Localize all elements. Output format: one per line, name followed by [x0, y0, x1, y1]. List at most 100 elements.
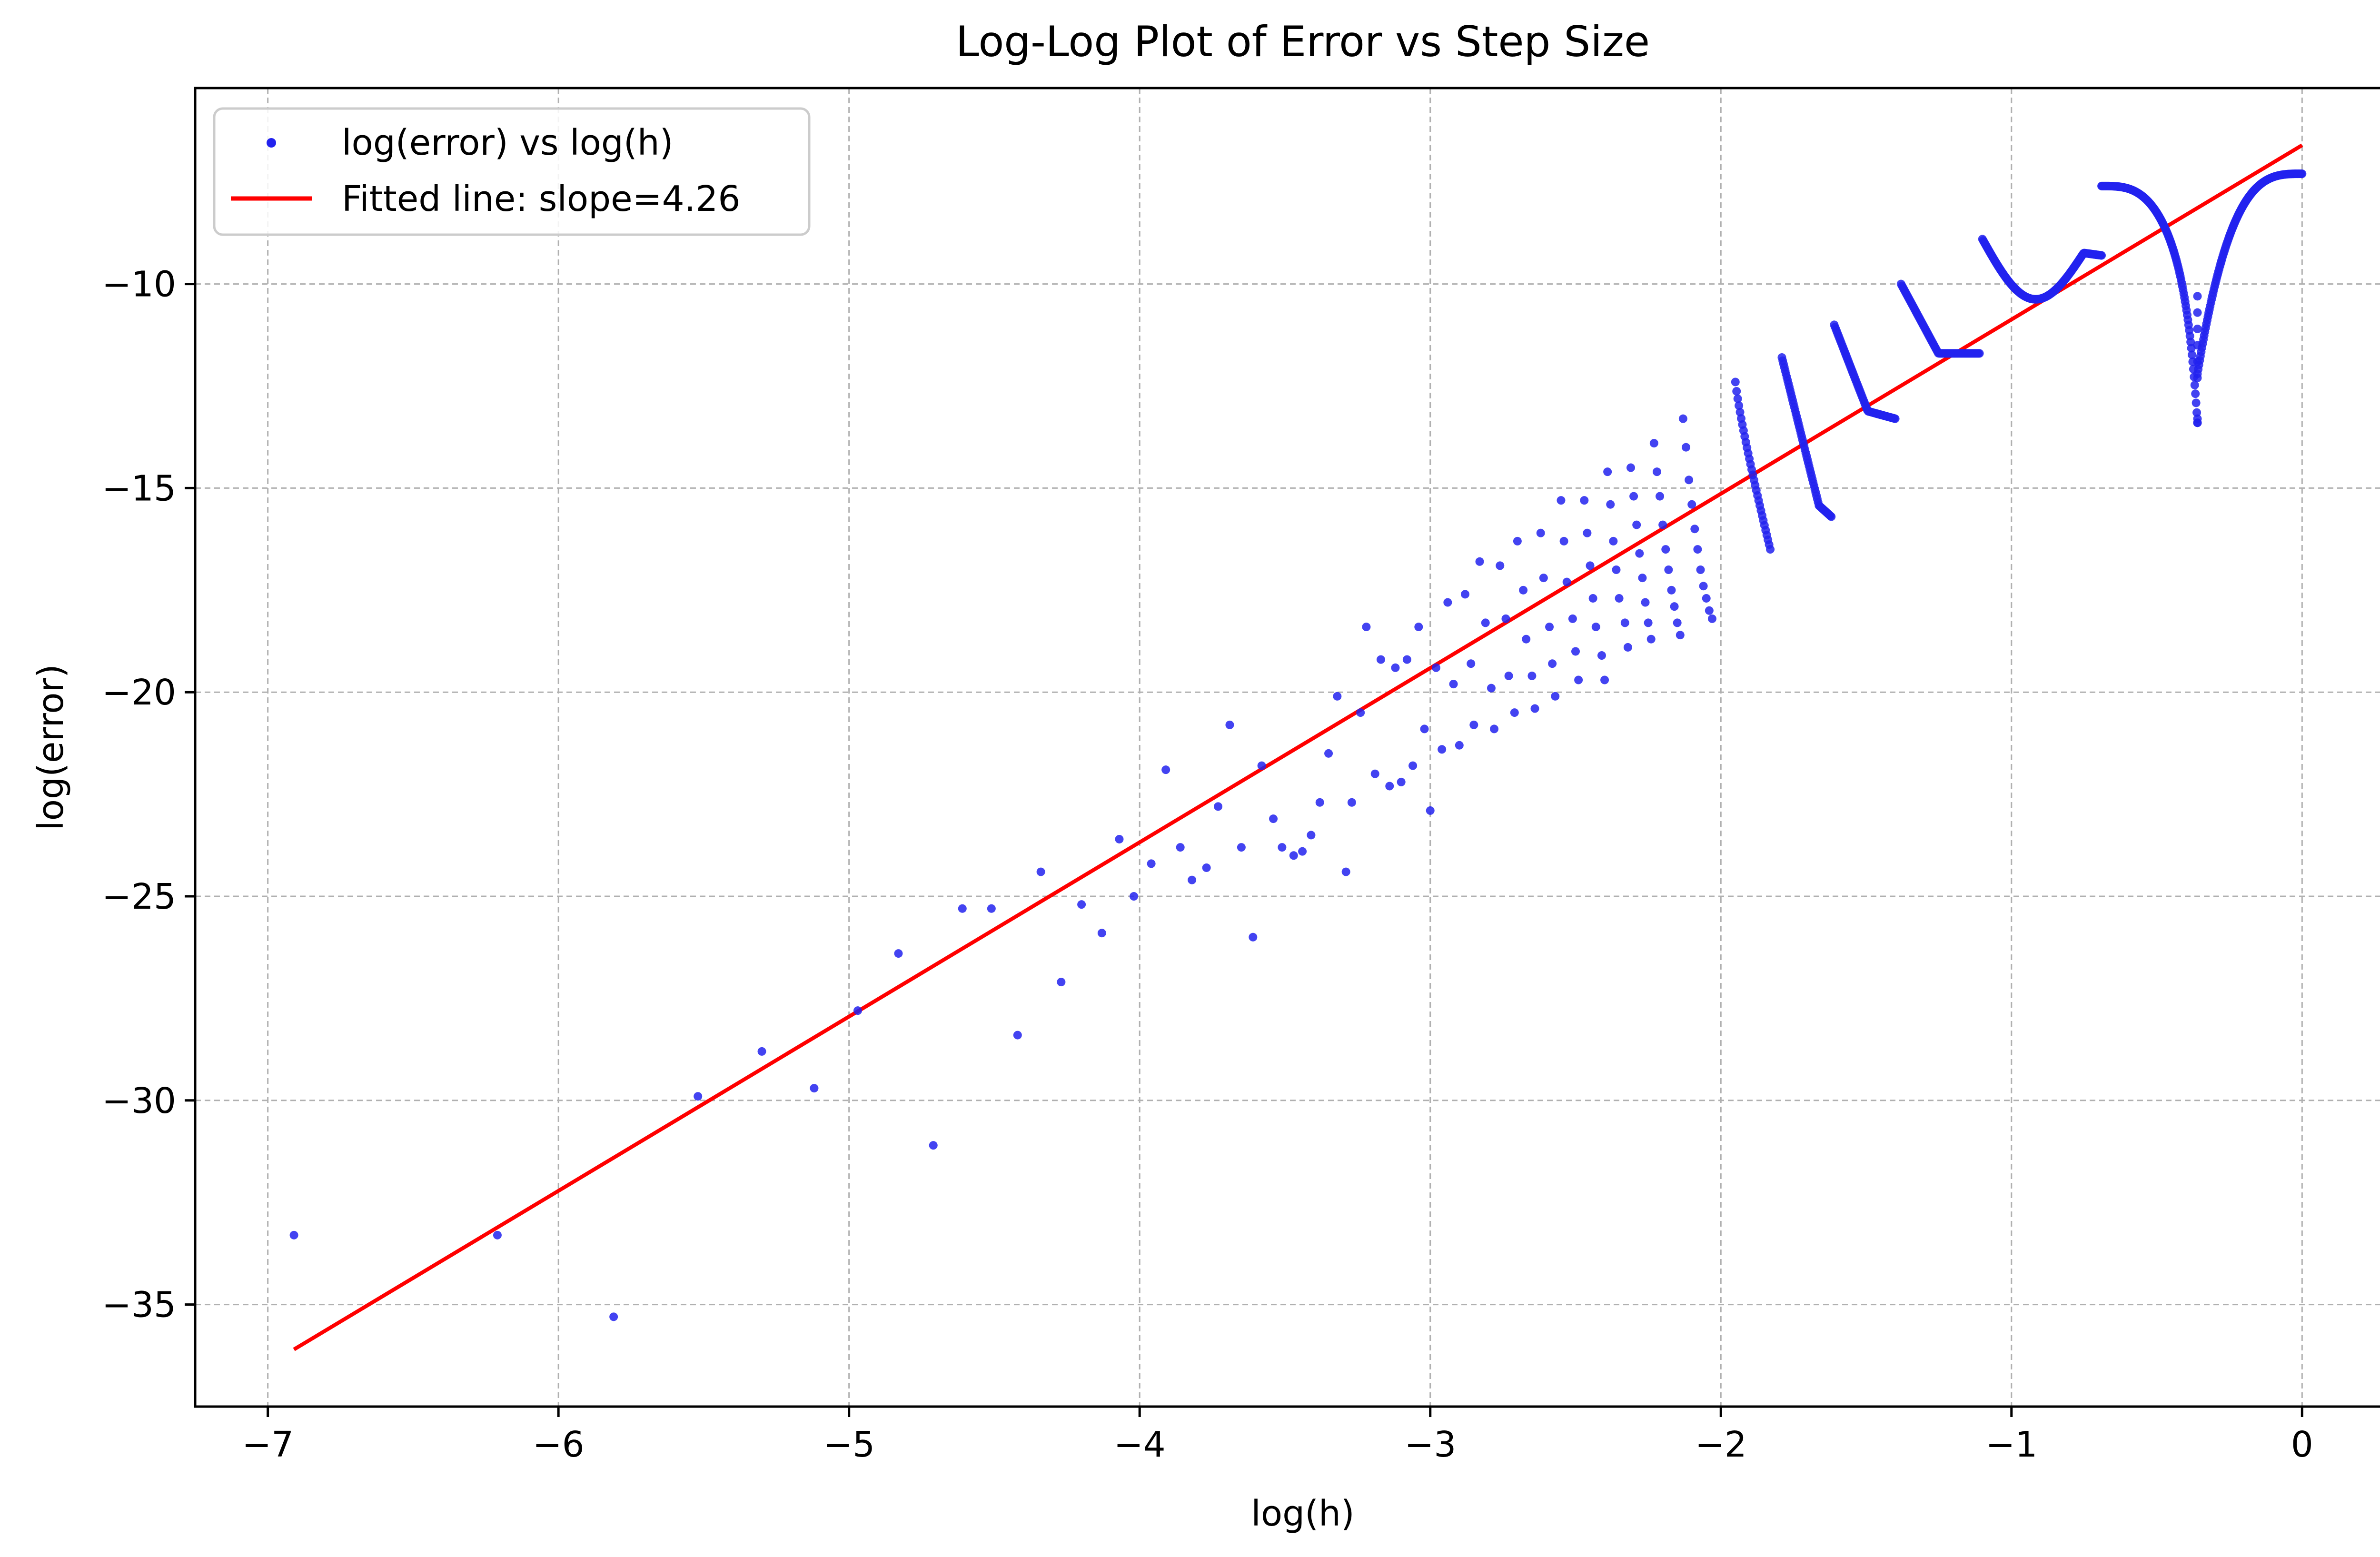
data-point — [1341, 867, 1350, 876]
data-point — [1609, 536, 1618, 545]
data-point — [1685, 476, 1694, 485]
data-point — [1656, 492, 1665, 501]
data-point — [1676, 631, 1685, 640]
data-point — [1237, 843, 1246, 852]
data-point — [2191, 389, 2200, 398]
data-point — [1188, 875, 1197, 884]
y-tick-label: −10 — [102, 264, 176, 305]
data-point — [1539, 574, 1548, 583]
data-point — [1289, 851, 1298, 860]
data-point — [694, 1092, 703, 1101]
data-point — [1147, 859, 1156, 868]
data-point — [1249, 932, 1258, 942]
data-point — [1658, 520, 1667, 529]
x-tick-label: −1 — [1985, 1424, 2037, 1465]
y-tick-label: −35 — [102, 1285, 176, 1326]
x-tick-label: 0 — [2291, 1424, 2313, 1465]
data-point — [1510, 708, 1519, 717]
data-point — [1548, 659, 1557, 668]
data-point — [1732, 387, 1741, 396]
data-point — [1606, 500, 1615, 509]
x-tick-label: −2 — [1695, 1424, 1747, 1465]
data-point — [1013, 1031, 1022, 1040]
data-point — [1661, 545, 1670, 554]
data-point — [1315, 798, 1324, 807]
data-point — [1690, 525, 1699, 534]
data-point — [1568, 614, 1577, 623]
data-point — [1591, 623, 1600, 632]
data-point — [1562, 577, 1571, 586]
data-point — [1603, 467, 1612, 476]
data-point — [1638, 574, 1647, 583]
data-point — [609, 1312, 618, 1321]
data-point — [1481, 618, 1490, 627]
data-point — [987, 904, 996, 913]
data-point — [1307, 831, 1316, 840]
data-point — [1620, 618, 1629, 627]
data-point — [1545, 623, 1554, 632]
data-point — [1600, 675, 1609, 684]
data-point — [1644, 618, 1653, 627]
data-point — [1696, 565, 1705, 574]
data-point — [1097, 929, 1106, 938]
legend-scatter-label: log(error) vs log(h) — [342, 122, 674, 163]
data-point — [1766, 545, 1775, 554]
data-point — [1370, 769, 1379, 778]
data-point — [1673, 618, 1682, 627]
data-point — [1664, 565, 1673, 574]
x-tick-label: −3 — [1404, 1424, 1456, 1465]
data-point — [1597, 651, 1606, 660]
data-point — [1324, 749, 1333, 758]
scatter-points-layer — [289, 169, 2307, 1321]
data-point — [1891, 414, 1900, 423]
data-point — [1077, 900, 1086, 909]
grid-lines — [195, 88, 2380, 1407]
data-point — [1687, 500, 1696, 509]
data-point — [1632, 520, 1641, 529]
data-point — [2193, 292, 2202, 301]
data-point — [1635, 549, 1644, 558]
data-point — [1449, 680, 1458, 689]
fitted-line — [293, 143, 2303, 1351]
data-point — [853, 1006, 862, 1015]
data-point — [1397, 777, 1406, 786]
data-point — [1438, 745, 1447, 754]
x-tick-label: −4 — [1114, 1424, 1166, 1465]
data-point — [1702, 594, 1711, 603]
data-point — [1641, 598, 1650, 607]
data-point — [1615, 594, 1624, 603]
data-point — [1733, 394, 1742, 403]
data-point — [958, 904, 967, 913]
y-axis-ticks: −35 −30 −25 −20 −15 −10 — [102, 264, 195, 1326]
data-point — [1362, 623, 1371, 632]
x-tick-label: −5 — [823, 1424, 875, 1465]
legend-line-label: Fitted line: slope=4.26 — [342, 179, 740, 219]
data-point — [1571, 647, 1580, 656]
data-point — [1408, 761, 1418, 770]
data-point — [1586, 561, 1595, 570]
data-point — [1731, 377, 1740, 387]
data-point — [1036, 867, 1045, 876]
legend-scatter-marker — [267, 138, 276, 148]
data-point — [810, 1084, 819, 1093]
data-point — [2193, 341, 2202, 350]
data-point — [2193, 373, 2202, 382]
data-point — [1278, 843, 1287, 852]
data-point — [1487, 684, 1496, 693]
fitted-line-layer — [293, 143, 2303, 1351]
data-point — [1443, 598, 1452, 607]
data-point — [1626, 463, 1635, 472]
data-point — [929, 1141, 938, 1150]
data-point — [1402, 655, 1411, 664]
data-point — [2298, 169, 2307, 179]
legend: log(error) vs log(h) Fitted line: slope=… — [213, 107, 811, 236]
data-point — [1426, 806, 1435, 815]
data-point — [1519, 585, 1528, 595]
data-point — [1475, 557, 1484, 566]
data-point — [2193, 418, 2202, 427]
data-point — [1431, 663, 1440, 672]
y-tick-label: −25 — [102, 876, 176, 917]
data-point — [1469, 720, 1478, 729]
data-point — [2193, 357, 2202, 366]
